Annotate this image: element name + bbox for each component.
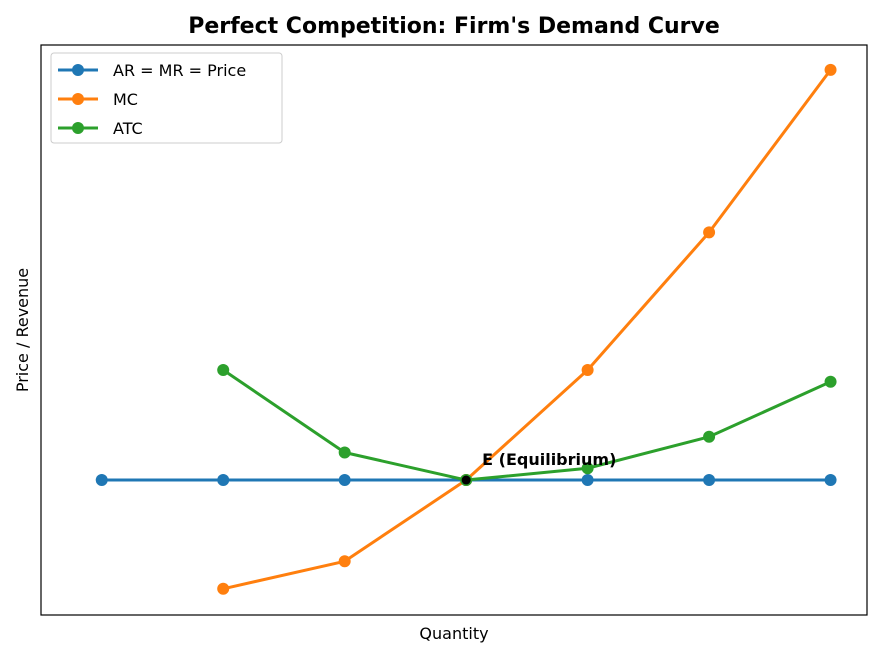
y-axis-label: Price / Revenue (13, 268, 32, 392)
plot-area-frame (40, 44, 868, 616)
data-point-ar-mr-price-3 (338, 474, 351, 487)
data-point-ar-mr-price-2 (217, 474, 230, 487)
data-point-ar-mr-price-6 (703, 474, 716, 487)
legend-marker-atc (72, 122, 84, 134)
data-point-mc-1 (217, 582, 230, 595)
x-axis-label: Quantity (419, 624, 488, 643)
legend-items: AR = MR = Price MC ATC (58, 61, 246, 138)
series-line-mc (221, 68, 833, 591)
data-point-atc-4 (581, 462, 594, 475)
data-point-mc-2 (338, 555, 351, 568)
legend-item-atc: ATC (58, 119, 143, 138)
equilibrium-annotation-label: E (Equilibrium) (482, 450, 616, 469)
data-point-mc-4 (581, 363, 594, 376)
data-point-mc-6 (824, 63, 837, 76)
chart-title: Perfect Competition: Firm's Demand Curve (188, 14, 720, 39)
series-line-atc (221, 368, 833, 482)
data-point-atc-2 (338, 446, 351, 459)
data-point-ar-mr-price-1 (95, 474, 108, 487)
equilibrium-point-marker (461, 475, 471, 485)
data-point-atc-1 (217, 363, 230, 376)
legend-label-mc: MC (113, 90, 138, 109)
legend-label-atc: ATC (113, 119, 143, 138)
legend-marker-ar-mr-price (72, 64, 84, 76)
annotation-layer: E (Equilibrium) (461, 450, 616, 485)
data-point-ar-mr-price-7 (824, 474, 837, 487)
legend-item-ar-mr-price: AR = MR = Price (58, 61, 246, 80)
legend-label-ar-mr-price: AR = MR = Price (113, 61, 246, 80)
legend-item-mc: MC (58, 90, 138, 109)
legend-box (50, 52, 283, 144)
data-point-atc-5 (703, 430, 716, 443)
legend: AR = MR = Price MC ATC (50, 52, 283, 144)
data-point-ar-mr-price-5 (581, 474, 594, 487)
legend-marker-mc (72, 93, 84, 105)
data-point-atc-6 (824, 375, 837, 388)
data-point-mc-5 (703, 226, 716, 239)
